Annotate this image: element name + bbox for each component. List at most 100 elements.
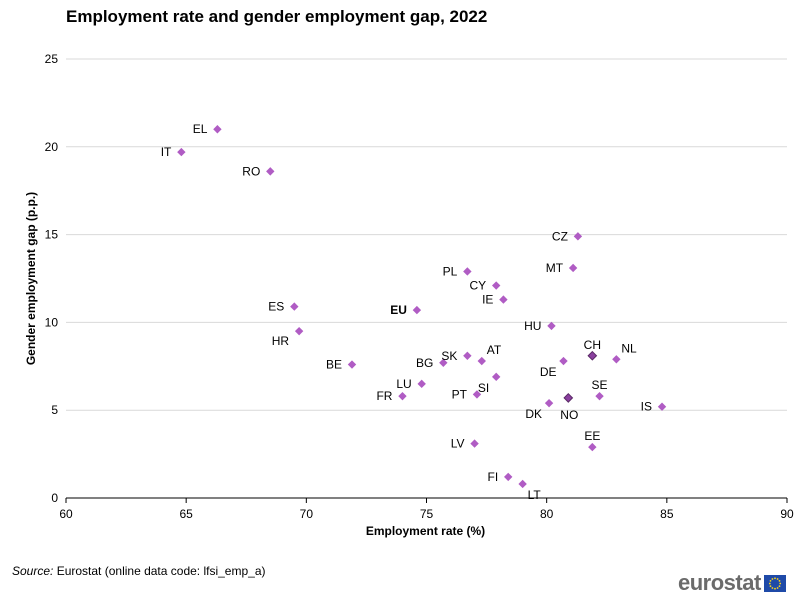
data-label-fi: FI [488, 470, 499, 484]
data-point-de [559, 356, 568, 366]
data-label-dk: DK [525, 407, 542, 421]
flag-star [771, 586, 774, 589]
data-point-ie [499, 295, 508, 304]
data-point-be [347, 360, 357, 369]
eurostat-logo: eurostat [678, 570, 786, 596]
data-label-is: IS [641, 400, 652, 414]
data-point-mt [568, 263, 578, 273]
x-tick-label: 80 [540, 507, 554, 521]
flag-star [778, 584, 781, 587]
x-tick-label: 85 [660, 507, 674, 521]
data-point-fi [504, 472, 513, 482]
data-point-pt [472, 390, 482, 399]
data-point-lt [518, 479, 527, 489]
axes: 0 5 10 15 20 25 60 65 70 75 80 85 90 Employment rate … [24, 52, 794, 538]
data-point-nl [612, 355, 621, 364]
data-point-el [213, 125, 222, 134]
flag-star [771, 577, 774, 580]
y-tick-label: 10 [45, 315, 59, 329]
flag-star [773, 587, 776, 590]
eu-flag-icon [763, 574, 786, 592]
data-point-ch [587, 350, 598, 361]
data-point-it [177, 147, 186, 157]
data-label-el: EL [193, 122, 208, 136]
data-point-cz [573, 232, 583, 241]
source-note: Source: Eurostat (online data code: lfsi… [12, 564, 266, 578]
x-tick-label: 75 [420, 507, 434, 521]
gridlines [66, 58, 787, 411]
x-axis-title: Employment rate (%) [366, 524, 485, 538]
data-label-sk: SK [441, 349, 457, 363]
data-label-lu: LU [396, 377, 411, 391]
data-point-cy [491, 281, 501, 290]
data-point-bg [439, 358, 448, 367]
data-point-dk [544, 398, 554, 408]
flag-star [773, 576, 776, 579]
data-label-es: ES [268, 300, 284, 314]
data-point-pl [463, 267, 472, 276]
flag-star [779, 582, 781, 584]
x-tick-label: 65 [179, 507, 193, 521]
y-tick-label: 25 [45, 52, 59, 66]
data-label-si: SI [478, 381, 489, 395]
data-point-ee [588, 442, 597, 452]
data-label-it: IT [161, 145, 172, 159]
data-label-ch: CH [584, 338, 601, 352]
y-tick-label: 20 [45, 140, 59, 154]
flag-star [768, 582, 771, 584]
y-tick-label: 5 [51, 403, 58, 417]
data-point-fr [398, 391, 407, 401]
data-point-hu [547, 321, 556, 331]
data-point-lv [470, 439, 479, 448]
flag-star [776, 577, 779, 580]
data-label-hu: HU [524, 319, 541, 333]
y-tick-label: 0 [51, 491, 58, 505]
y-tick-label: 15 [45, 228, 59, 242]
data-label-cy: CY [470, 279, 487, 293]
data-point-es [290, 302, 299, 311]
data-label-be: BE [326, 358, 342, 372]
data-label-ie: IE [482, 293, 493, 307]
data-points [177, 125, 667, 489]
data-label-pt: PT [452, 387, 468, 401]
data-point-si [491, 372, 501, 382]
data-label-lt: LT [528, 488, 542, 502]
data-label-cz: CZ [552, 229, 568, 243]
flag-star [769, 579, 772, 582]
flag-star [776, 586, 779, 589]
y-axis-title: Gender employment gap (p.p.) [24, 192, 38, 365]
data-label-at: AT [487, 343, 502, 357]
x-tick-label: 90 [780, 507, 794, 521]
data-point-se [595, 391, 604, 401]
data-label-no: NO [560, 408, 578, 422]
data-label-ee: EE [584, 429, 600, 443]
data-point-eu [412, 305, 422, 315]
data-label-bg: BG [416, 356, 433, 370]
data-label-mt: MT [546, 261, 564, 275]
data-point-ro [266, 167, 275, 176]
data-label-eu: EU [390, 303, 407, 317]
data-point-at [477, 356, 486, 366]
data-label-pl: PL [443, 264, 458, 278]
flag-star [778, 579, 781, 582]
data-point-lu [417, 379, 426, 389]
data-label-nl: NL [621, 341, 637, 355]
data-label-ro: RO [242, 164, 260, 178]
data-label-hr: HR [272, 334, 290, 348]
source-text: Eurostat (online data code: lfsi_emp_a) [56, 564, 266, 578]
data-label-fr: FR [376, 389, 392, 403]
chart-title: Employment rate and gender employment ga… [66, 7, 488, 26]
data-label-lv: LV [451, 437, 465, 451]
data-point-is [657, 402, 667, 411]
flag-star [769, 584, 772, 587]
data-label-se: SE [592, 378, 608, 392]
data-label-de: DE [540, 365, 557, 379]
source-label: Source: [12, 564, 54, 578]
logo-text: eurostat [678, 570, 761, 595]
x-tick-label: 60 [59, 507, 73, 521]
data-point-no [563, 393, 574, 403]
data-point-hr [294, 326, 304, 336]
data-point-sk [463, 351, 472, 360]
